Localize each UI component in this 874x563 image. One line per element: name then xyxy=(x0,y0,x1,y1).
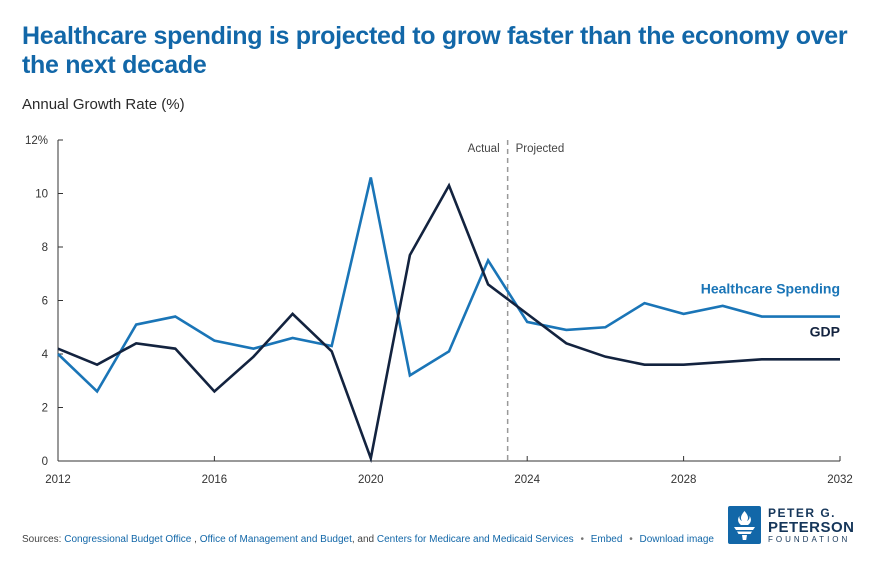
y-tick-label: 12% xyxy=(25,135,48,147)
chart-subtitle: Annual Growth Rate (%) xyxy=(22,96,185,113)
projected-label: Projected xyxy=(516,143,565,155)
series-line-healthcare-spending xyxy=(57,177,840,394)
embed-link[interactable]: Embed xyxy=(590,534,623,545)
y-tick-label: 10 xyxy=(35,189,48,201)
source-link-cms[interactable]: Centers for Medicare and Medicaid Servic… xyxy=(376,534,574,545)
x-tick-label: 2012 xyxy=(45,474,71,486)
bullet-separator: • xyxy=(580,534,584,545)
x-tick-label: 2024 xyxy=(514,474,540,486)
y-tick-label: 4 xyxy=(42,349,49,361)
y-axis: 0 2 4 6 8 10 12% xyxy=(25,135,63,468)
logo-line-3: FOUNDATION xyxy=(768,535,851,544)
bullet-separator: • xyxy=(629,534,633,545)
logo-line-1: PETER G. xyxy=(768,506,837,520)
x-tick-label: 2016 xyxy=(202,474,228,486)
line-chart: 0 2 4 6 8 10 12% 2012 2016 2020 2024 2028 2032 Actu… xyxy=(25,135,853,486)
source-separator: , and xyxy=(351,534,377,545)
series-labels: Healthcare Spending GDP xyxy=(701,281,840,340)
actual-projected-divider: Actual Projected xyxy=(468,140,565,461)
chart-title: Healthcare spending is projected to grow… xyxy=(22,22,848,79)
x-axis: 2012 2016 2020 2024 2028 2032 xyxy=(45,456,853,486)
torch-icon xyxy=(728,506,761,544)
x-tick-label: 2020 xyxy=(358,474,384,486)
y-tick-label: 8 xyxy=(42,242,48,254)
x-tick-label: 2028 xyxy=(671,474,697,486)
source-separator: , xyxy=(191,534,200,545)
series-label-gdp: GDP xyxy=(810,323,840,339)
x-tick-label: 2032 xyxy=(827,474,853,486)
sources-footer: Sources: Congressional Budget Office , O… xyxy=(22,534,714,545)
download-image-link[interactable]: Download image xyxy=(639,534,715,545)
y-tick-label: 2 xyxy=(42,403,48,415)
source-link-cbo[interactable]: Congressional Budget Office xyxy=(64,534,192,545)
y-tick-label: 6 xyxy=(42,296,48,308)
source-link-omb[interactable]: Office of Management and Budget xyxy=(199,534,352,545)
actual-label: Actual xyxy=(468,143,500,155)
sources-prefix: Sources: xyxy=(22,534,62,545)
y-tick-label: 0 xyxy=(42,456,48,468)
series-line-gdp xyxy=(57,182,840,464)
logo-line-2: PETERSON xyxy=(768,519,855,536)
peterson-foundation-logo[interactable]: PETER G. PETERSON FOUNDATION xyxy=(728,506,858,546)
series-label-healthcare-spending: Healthcare Spending xyxy=(701,281,840,297)
series-lines xyxy=(57,177,840,464)
